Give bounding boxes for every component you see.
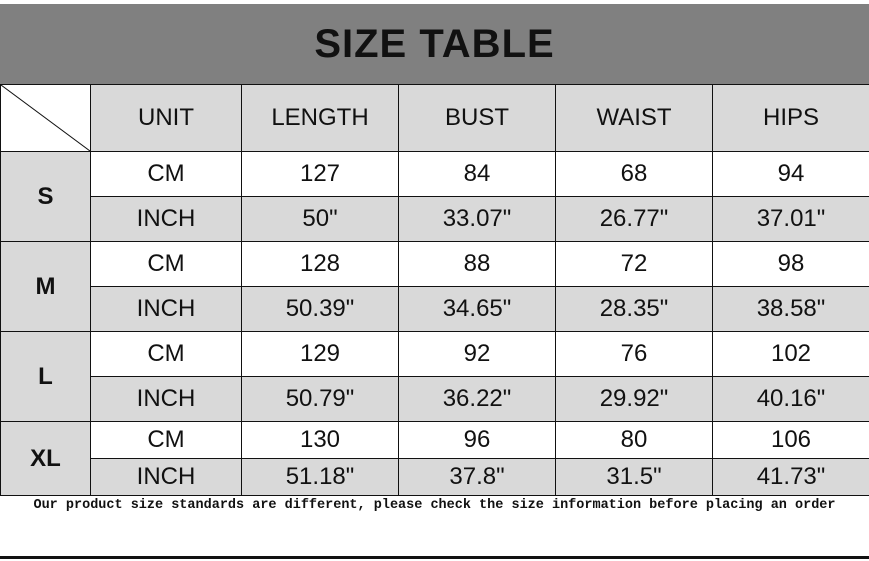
table-row: S CM 127 84 68 94 [0, 151, 869, 242]
value-cell: 40.16" [712, 376, 869, 422]
value-cell: 94 [712, 151, 869, 197]
value-cell: 29.92" [555, 376, 713, 422]
value-cell: 96 [398, 421, 556, 459]
value-cell: 50" [241, 196, 399, 242]
value-cell: 50.79" [241, 376, 399, 422]
size-label: S [0, 151, 91, 242]
unit-cell: INCH [90, 458, 242, 496]
value-cell: 92 [398, 331, 556, 377]
value-cell: 37.01" [712, 196, 869, 242]
value-cell: 127 [241, 151, 399, 197]
column-header: LENGTH [241, 84, 399, 152]
value-cell: 80 [555, 421, 713, 459]
table-row: XL CM 130 96 80 106 [0, 421, 869, 496]
unit-cell: CM [90, 421, 242, 459]
size-table: UNIT LENGTH BUST WAIST HIPS S CM 127 84 68 94… [0, 84, 869, 496]
unit-cell: INCH [90, 286, 242, 332]
value-cell: 50.39" [241, 286, 399, 332]
value-cell: 130 [241, 421, 399, 459]
unit-cell: INCH [90, 196, 242, 242]
table-row: INCH 50.39" 34.65" 28.35" 38.58" [1, 286, 869, 332]
value-cell: 28.35" [555, 286, 713, 332]
column-header: HIPS [712, 84, 869, 152]
table-row: INCH 50.79" 36.22" 29.92" 40.16" [1, 376, 869, 422]
value-cell: 102 [712, 331, 869, 377]
column-header: WAIST [555, 84, 713, 152]
value-cell: 36.22" [398, 376, 556, 422]
size-label: M [0, 241, 91, 332]
value-cell: 26.77" [555, 196, 713, 242]
divider [0, 556, 869, 559]
table-row: INCH 50" 33.07" 26.77" 37.01" [1, 196, 869, 242]
value-cell: 128 [241, 241, 399, 287]
table-row: L CM 129 92 76 102 [0, 331, 869, 422]
column-header: BUST [398, 84, 556, 152]
value-cell: 31.5" [555, 458, 713, 496]
value-cell: 129 [241, 331, 399, 377]
value-cell: 98 [712, 241, 869, 287]
column-header: UNIT [90, 84, 242, 152]
value-cell: 76 [555, 331, 713, 377]
value-cell: 84 [398, 151, 556, 197]
value-cell: 34.65" [398, 286, 556, 332]
value-cell: 88 [398, 241, 556, 287]
page-title: SIZE TABLE [0, 4, 869, 84]
value-cell: 41.73" [712, 458, 869, 496]
size-label: L [0, 331, 91, 422]
value-cell: 37.8" [398, 458, 556, 496]
header-row: UNIT LENGTH BUST WAIST HIPS [0, 84, 869, 152]
table-row: INCH 51.18" 37.8" 31.5" 41.73" [1, 458, 869, 496]
unit-cell: INCH [90, 376, 242, 422]
footer-note: Our product size standards are different… [33, 498, 836, 513]
value-cell: 33.07" [398, 196, 556, 242]
unit-cell: CM [90, 241, 242, 287]
value-cell: 38.58" [712, 286, 869, 332]
value-cell: 72 [555, 241, 713, 287]
value-cell: 68 [555, 151, 713, 197]
unit-cell: CM [90, 151, 242, 197]
table-row: M CM 128 88 72 98 [0, 241, 869, 332]
value-cell: 106 [712, 421, 869, 459]
unit-cell: CM [90, 331, 242, 377]
corner-cell [0, 84, 91, 152]
value-cell: 51.18" [241, 458, 399, 496]
size-label: XL [0, 421, 91, 496]
